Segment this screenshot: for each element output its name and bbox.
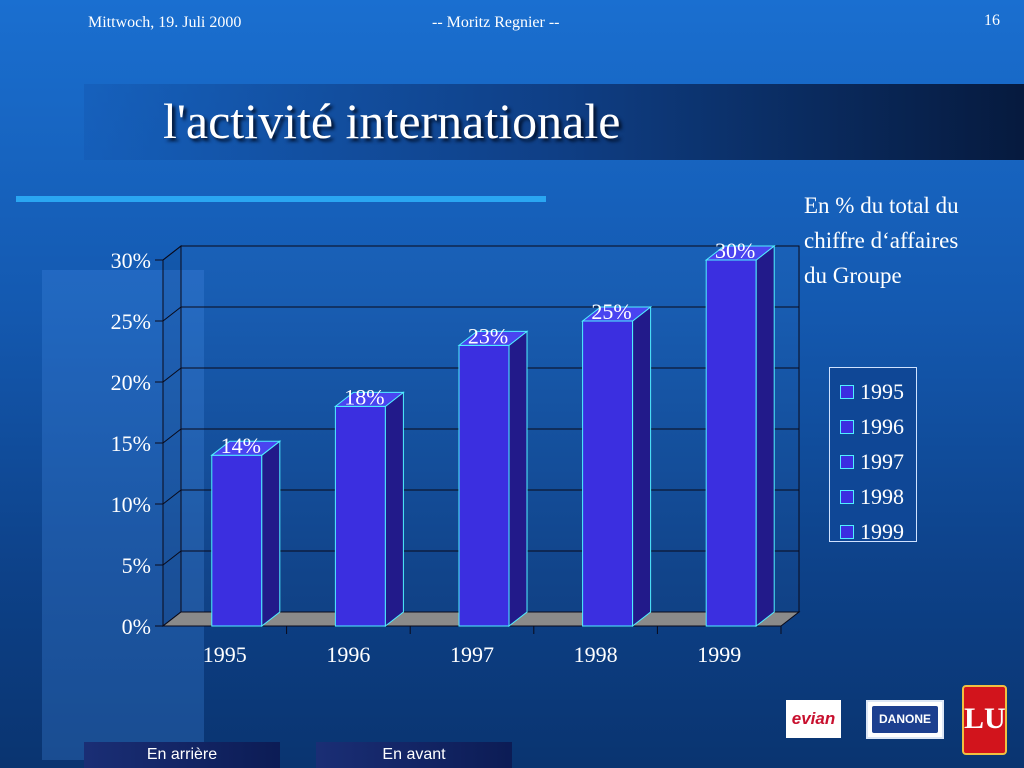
legend-label: 1996 [860, 413, 904, 439]
bar [581, 305, 653, 628]
x-tick-label: 1995 [203, 642, 247, 667]
bar-chart: 0% 5% 10% 15% 20% 25% 30% 14% 1995 18% 1996 23% 1997… [111, 238, 801, 667]
bar [457, 330, 529, 628]
y-tick-label: 5% [122, 553, 151, 578]
slide-date: Mittwoch, 19. Juli 2000 [88, 14, 242, 31]
data-label: 25% [591, 299, 631, 324]
legend-item: 1995 [840, 374, 916, 409]
bar [210, 440, 282, 628]
danone-logo: DANONE [866, 700, 944, 739]
chart-note: En % du total du chiffre d‘affaires du G… [804, 188, 1014, 293]
gridline [162, 306, 799, 322]
y-tick-label: 20% [111, 370, 151, 395]
bar-side [508, 330, 528, 628]
bar-top [457, 330, 529, 346]
bar-front [582, 320, 634, 627]
legend-label: 1998 [860, 483, 904, 509]
bar [704, 244, 776, 628]
legend-swatch [840, 489, 854, 504]
gridline [162, 245, 799, 261]
data-label: 30% [715, 238, 755, 263]
slide-author: -- Moritz Regnier -- [432, 14, 560, 31]
chart-note-line: En % du total du [804, 193, 959, 218]
y-tick-label: 15% [111, 431, 151, 456]
legend-item: 1997 [840, 444, 916, 479]
legend-swatch [840, 419, 854, 434]
legend-label: 1997 [860, 448, 904, 474]
data-label: 18% [344, 384, 384, 409]
danone-logo-text: DANONE [872, 706, 938, 733]
chart-legend: 1995 1996 1997 1998 1999 [829, 367, 917, 544]
y-tick-label: 0% [122, 614, 151, 639]
y-tick-label: 10% [111, 492, 151, 517]
x-tick-label: 1999 [697, 642, 741, 667]
bar-top [704, 245, 776, 261]
background-left-band [42, 270, 204, 760]
bar-side [755, 244, 775, 628]
data-label: 23% [468, 323, 508, 348]
x-tick-label: 1996 [326, 642, 370, 667]
lu-logo: LU [962, 685, 1007, 755]
legend-label: 1995 [860, 378, 904, 404]
legend-item: 1998 [840, 479, 916, 514]
bar-side [384, 391, 404, 628]
chart-note-line: du Groupe [804, 263, 902, 288]
bar-front [458, 344, 510, 627]
evian-logo: evian [786, 700, 841, 738]
x-tick-label: 1998 [574, 642, 618, 667]
chart-note-line: chiffre d‘affaires [804, 228, 959, 253]
bar [333, 391, 405, 628]
x-tick-label: 1997 [450, 642, 494, 667]
bar-top [333, 391, 405, 407]
y-tick-label: 25% [111, 309, 151, 334]
bar-side [632, 305, 652, 628]
bar-top [581, 306, 653, 322]
y-tick-label: 30% [111, 248, 151, 273]
title-band [84, 84, 1024, 160]
legend-label: 1999 [860, 518, 904, 544]
forward-button[interactable]: En avant [316, 742, 512, 768]
title-underline [16, 196, 546, 202]
bar-front [211, 454, 263, 627]
slide-title: l'activité internationale [163, 93, 621, 149]
bar-front [705, 259, 757, 627]
legend-item: 1999 [840, 514, 916, 549]
bar-top [210, 440, 282, 456]
back-button[interactable]: En arrière [84, 742, 280, 768]
legend-swatch [840, 524, 854, 539]
legend-item: 1996 [840, 409, 916, 444]
page-number: 16 [984, 12, 1000, 29]
bar-front [334, 405, 386, 627]
legend-swatch [840, 454, 854, 469]
data-label: 14% [221, 433, 261, 458]
legend-swatch [840, 384, 854, 399]
bar-side [261, 440, 281, 628]
